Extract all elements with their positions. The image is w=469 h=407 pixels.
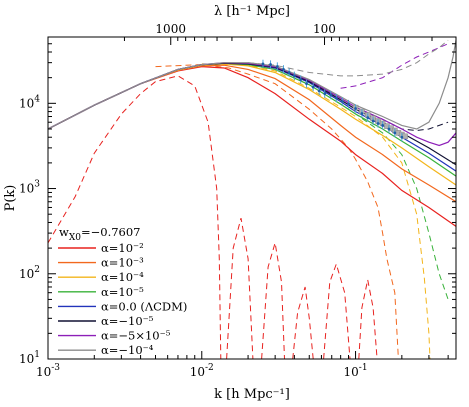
errorbar-marker [275, 65, 279, 68]
plot-frame [47, 36, 457, 360]
errorbar-point [329, 90, 333, 100]
errorbar-marker [282, 68, 285, 71]
errorbar-marker [387, 127, 391, 131]
errorbar-point [340, 97, 344, 106]
top-tick-label: 100 [313, 22, 336, 36]
errorbar-marker [347, 102, 350, 106]
legend-item: α=−5×10⁻⁵ [58, 329, 171, 343]
y-tick-label: 103 [19, 180, 40, 196]
errorbar-marker [305, 82, 308, 86]
errorbar-point [376, 119, 380, 128]
errorbar-point [366, 113, 370, 122]
legend-item: α=10⁻⁴ [58, 270, 144, 284]
errorbar-point [371, 116, 375, 126]
series-3-dashed-line [274, 68, 449, 300]
errorbar-marker [334, 96, 338, 100]
legend-item: α=10⁻³ [58, 256, 144, 270]
legend: wX0=−0.7607 α=10⁻²α=10⁻³α=10⁻⁴α=10⁻⁵α=0.… [58, 225, 187, 357]
errorbar-point [360, 109, 364, 118]
legend-label: α=−10⁻⁴ [101, 343, 154, 357]
series-0-dashed-line [48, 75, 378, 359]
legend-item: α=0.0 (ΛCDM) [58, 299, 187, 313]
legend-label: α=10⁻⁵ [101, 285, 144, 299]
errorbar-point [282, 65, 285, 74]
legend-item: α=−10⁻⁵ [58, 314, 154, 328]
errorbar-point [269, 60, 272, 69]
series-7-solid-line [48, 40, 456, 130]
errorbar-marker [381, 124, 385, 127]
series-7-dashed-line [248, 39, 449, 77]
errorbar-point [275, 62, 279, 71]
legend-label: α=−5×10⁻⁵ [101, 329, 171, 343]
errorbar-marker [393, 131, 397, 135]
errorbar-marker [371, 119, 375, 123]
legend-item: α=10⁻² [58, 241, 144, 255]
errorbar-point [292, 71, 296, 81]
errorbar-point [387, 124, 391, 134]
errorbar-marker [317, 89, 321, 93]
errorbar-point [381, 121, 385, 130]
errorbar-marker [360, 112, 364, 115]
errorbar-marker [299, 78, 303, 81]
errorbar-marker [261, 62, 265, 66]
errorbar-point [317, 86, 321, 96]
top-axis-label: λ [h⁻¹ Mpc] [214, 4, 290, 19]
errorbar-point [354, 104, 357, 113]
errorbar-marker [366, 116, 370, 119]
errorbar-marker [340, 100, 344, 103]
legend-label: α=−10⁻⁵ [101, 314, 154, 328]
errorbar-point [334, 93, 338, 103]
x-tick-label: 10-2 [190, 363, 214, 379]
legend-label: α=0.0 (ΛCDM) [101, 299, 187, 313]
errorbar-point [323, 89, 327, 98]
x-tick-label: 10-1 [344, 363, 368, 379]
y-tick-label: 104 [19, 94, 40, 110]
errorbar-point [393, 128, 397, 138]
errorbar-marker [400, 135, 404, 139]
series-6-dashed-line [340, 43, 449, 89]
top-tick-label: 1000 [155, 22, 186, 36]
errorbar-point [400, 133, 404, 142]
errorbar-point [347, 99, 350, 109]
errorbar-marker [292, 74, 296, 78]
axis-ticks [47, 36, 456, 360]
errorbar-marker [323, 92, 327, 96]
errorbar-point [261, 59, 265, 69]
errorbar-point [287, 68, 291, 77]
y-tick-label: 101 [19, 350, 40, 366]
x-axis-label: k [h Mpc⁻¹] [214, 387, 290, 402]
errorbar-marker [329, 93, 333, 97]
errorbar-marker [354, 107, 357, 110]
errorbar-marker [269, 63, 272, 66]
series-2-solid-line [48, 63, 456, 186]
errorbar-point [299, 75, 303, 84]
errorbar-marker [311, 85, 315, 89]
tick-labels: 10-3 10-2 10-1 101 102 103 104 1000 100 [19, 22, 368, 379]
y-axis-label: P(k) [3, 185, 18, 212]
errorbar-marker [287, 71, 291, 74]
errorbar-marker [376, 122, 380, 125]
legend-header: wX0=−0.7607 [59, 225, 141, 243]
data-points [261, 59, 408, 142]
legend-label: α=10⁻³ [101, 256, 144, 270]
series-5-solid-line [48, 62, 456, 166]
legend-item: α=10⁻⁵ [58, 285, 144, 299]
errorbar-point [311, 82, 315, 92]
x-tick-label: 10-3 [36, 363, 60, 379]
legend-item: α=−10⁻⁴ [58, 343, 154, 357]
legend-label: α=10⁻⁴ [101, 270, 144, 284]
errorbar-point [305, 79, 308, 88]
gray-square-point [402, 133, 408, 140]
legend-label: α=10⁻² [101, 241, 144, 255]
y-tick-label: 102 [19, 265, 40, 281]
